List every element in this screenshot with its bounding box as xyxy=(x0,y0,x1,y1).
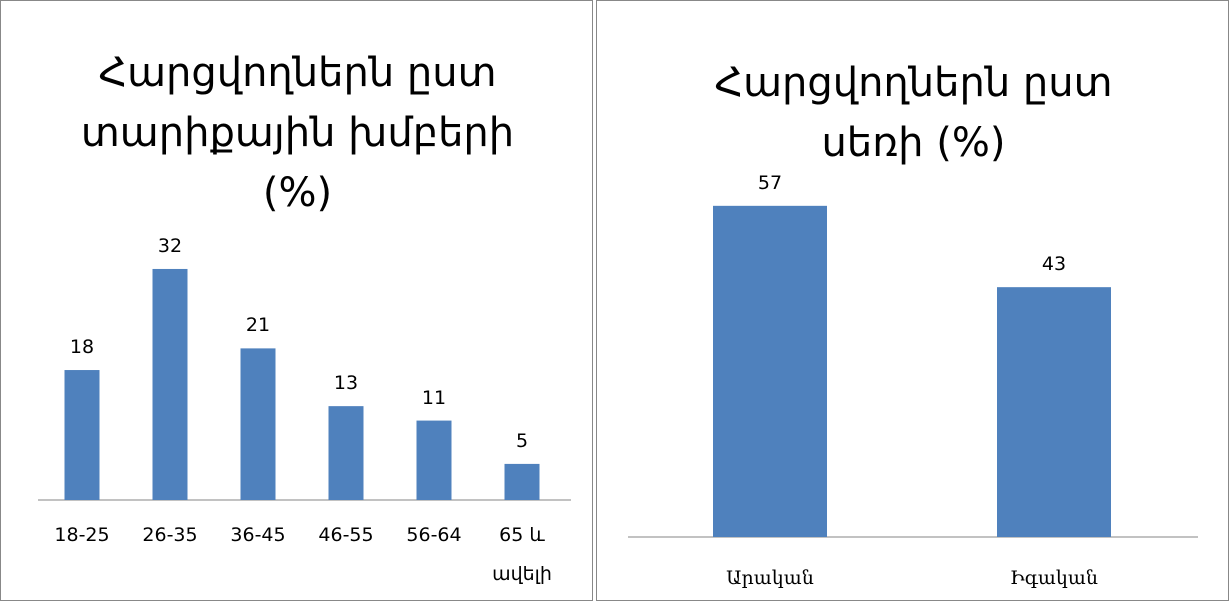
plot xyxy=(38,268,571,501)
chart-panel: Հարցվողներն ըստ սեռի (%) 57 Արական 43 Իգական xyxy=(596,0,1229,601)
x-tick-label: Իգական xyxy=(1010,567,1098,589)
x-tick-label: 65 և ավելի xyxy=(492,524,552,585)
data-label: 13 xyxy=(333,372,359,395)
bar xyxy=(997,287,1111,537)
data-label: 21 xyxy=(245,314,271,337)
x-tick-label: 46-55 xyxy=(318,524,374,546)
plot xyxy=(628,205,1198,538)
data-label: 18 xyxy=(69,336,95,359)
data-label: 11 xyxy=(421,386,447,409)
x-tick-label: 26-35 xyxy=(142,524,198,546)
chart-panel: Հարցվողներն ըստ տարիքային խմբերի (%) 18 18… xyxy=(0,0,593,601)
bar xyxy=(64,370,100,500)
data-label: 32 xyxy=(157,234,183,257)
data-label: 5 xyxy=(515,429,529,452)
bar xyxy=(240,348,276,500)
data-label: 57 xyxy=(757,171,783,194)
bar xyxy=(152,268,188,500)
x-tick-label: 56-64 xyxy=(406,524,462,546)
bar xyxy=(713,205,827,537)
chart-title: Հարցվողներն ըստ սեռի (%) xyxy=(714,60,1113,166)
bar xyxy=(504,463,540,500)
chart-title: Հարցվողներն ըստ տարիքային խմբերի (%) xyxy=(80,50,515,216)
bar xyxy=(328,406,364,500)
x-tick-label: 18-25 xyxy=(54,524,110,546)
x-tick-label: Արական xyxy=(726,567,814,589)
bar xyxy=(416,420,452,500)
x-tick-label: 36-45 xyxy=(230,524,286,546)
data-label: 43 xyxy=(1041,253,1067,276)
